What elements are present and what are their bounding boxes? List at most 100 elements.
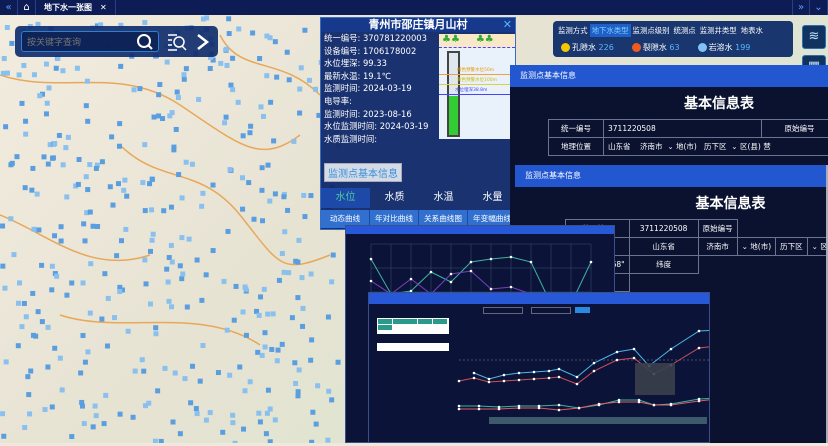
home-icon[interactable]: ⌂: [18, 0, 36, 15]
station-marker: [224, 115, 229, 120]
station-marker: [88, 261, 93, 266]
data-point: [370, 258, 373, 261]
station-marker: [75, 66, 80, 71]
search-icon[interactable]: [135, 32, 157, 52]
station-marker: [91, 424, 96, 429]
window-header[interactable]: 监测点基本信息: [515, 165, 826, 187]
station-marker: [43, 407, 48, 412]
cell[interactable]: 3711220508: [604, 120, 762, 138]
advanced-search-icon[interactable]: [167, 32, 189, 52]
data-point: [478, 405, 481, 408]
station-marker: [265, 411, 270, 416]
legend-item[interactable]: 裂隙水 63: [632, 42, 680, 53]
station-marker: [241, 133, 246, 138]
city-select[interactable]: 济南市: [640, 142, 663, 151]
station-marker: [180, 195, 185, 200]
station-marker: [147, 181, 152, 186]
station-marker: [2, 286, 7, 291]
close-icon[interactable]: ✕: [100, 3, 107, 12]
station-marker: [99, 317, 104, 322]
station-marker: [21, 63, 26, 68]
station-marker: [302, 28, 307, 33]
legend-tab[interactable]: 监测方式: [556, 24, 590, 37]
station-marker: [112, 315, 117, 320]
station-info-button[interactable]: 监测点基本信息: [324, 163, 402, 182]
cell[interactable]: 原始编号: [698, 220, 737, 238]
station-marker: [242, 388, 247, 393]
data-point: [370, 280, 373, 283]
legend-tab[interactable]: 监测点级别: [631, 24, 672, 37]
tab-groundwater-map[interactable]: 地下水一张图✕: [36, 0, 116, 15]
station-marker: [271, 311, 276, 316]
station-marker: [109, 134, 114, 139]
data-point: [558, 404, 561, 407]
station-marker: [247, 130, 252, 135]
legend-item[interactable]: 岩溶水 199: [698, 42, 751, 53]
data-point: [538, 407, 541, 410]
station-marker: [185, 305, 190, 310]
close-icon[interactable]: ✕: [503, 18, 512, 32]
station-marker: [94, 413, 99, 418]
district-select[interactable]: 历下区: [704, 142, 727, 151]
cell[interactable]: 历下区: [776, 238, 808, 256]
station-marker: [124, 194, 129, 199]
station-marker: [117, 144, 122, 149]
dropdown-button[interactable]: ⌄: [810, 0, 828, 15]
tab-0[interactable]: 水位: [321, 188, 370, 208]
station-marker: [180, 271, 185, 276]
legend-tab[interactable]: 监测井类型: [698, 24, 739, 37]
station-marker: [234, 284, 239, 289]
province[interactable]: 山东省: [608, 142, 631, 151]
layers-button[interactable]: ≋: [802, 25, 826, 49]
station-marker: [302, 214, 307, 219]
legend-tab[interactable]: 地下水类型: [590, 24, 631, 37]
station-marker: [227, 31, 232, 36]
legend-tab[interactable]: 统测点: [672, 24, 698, 37]
cell[interactable]: 3711220508: [629, 220, 698, 238]
station-marker: [329, 279, 334, 284]
station-marker: [80, 333, 85, 338]
station-marker: [81, 280, 86, 285]
cell[interactable]: ⌄ 区(县): [807, 238, 828, 256]
station-marker: [84, 174, 89, 179]
tab-2[interactable]: 水温: [419, 188, 468, 208]
station-marker: [264, 431, 269, 436]
station-marker: [22, 301, 27, 306]
station-marker: [10, 161, 15, 166]
cell[interactable]: 济南市: [698, 238, 737, 256]
cell[interactable]: ⌄ 地(市): [737, 238, 776, 256]
station-marker: [222, 279, 227, 284]
station-marker: [60, 387, 65, 392]
window-title: 基本信息表: [635, 193, 826, 213]
data-point: [490, 258, 493, 261]
chart-area[interactable]: [369, 293, 710, 443]
cell[interactable]: 纬度: [629, 256, 698, 274]
tab-1[interactable]: 水质: [370, 188, 419, 208]
station-marker: [336, 360, 341, 365]
station-marker: [94, 166, 99, 171]
station-marker: [260, 165, 265, 170]
station-marker: [148, 301, 153, 306]
station-marker: [57, 133, 62, 138]
station-marker: [265, 312, 270, 317]
window-header[interactable]: 监测点基本信息: [510, 65, 828, 87]
station-marker: [297, 367, 302, 372]
data-point: [590, 261, 593, 264]
expand-button[interactable]: »: [792, 0, 810, 15]
window-header[interactable]: [346, 226, 614, 234]
legend-tab[interactable]: 地表水: [739, 24, 765, 37]
station-marker: [240, 207, 245, 212]
collapse-button[interactable]: «: [0, 0, 18, 15]
location-cell[interactable]: 山东省 济南市 ⌄ 地(市) 历下区 ⌄ 区(县) 营: [604, 138, 828, 156]
station-marker: [190, 364, 195, 369]
station-marker: [208, 66, 213, 71]
station-marker: [211, 183, 216, 188]
station-marker: [83, 360, 88, 365]
station-marker: [170, 259, 175, 264]
data-point: [518, 372, 521, 375]
station-marker: [58, 356, 63, 361]
chevron-right-icon[interactable]: [194, 32, 212, 52]
station-marker: [39, 263, 44, 268]
legend-item[interactable]: 孔隙水 226: [561, 42, 614, 53]
cell[interactable]: 山东省: [629, 238, 698, 256]
